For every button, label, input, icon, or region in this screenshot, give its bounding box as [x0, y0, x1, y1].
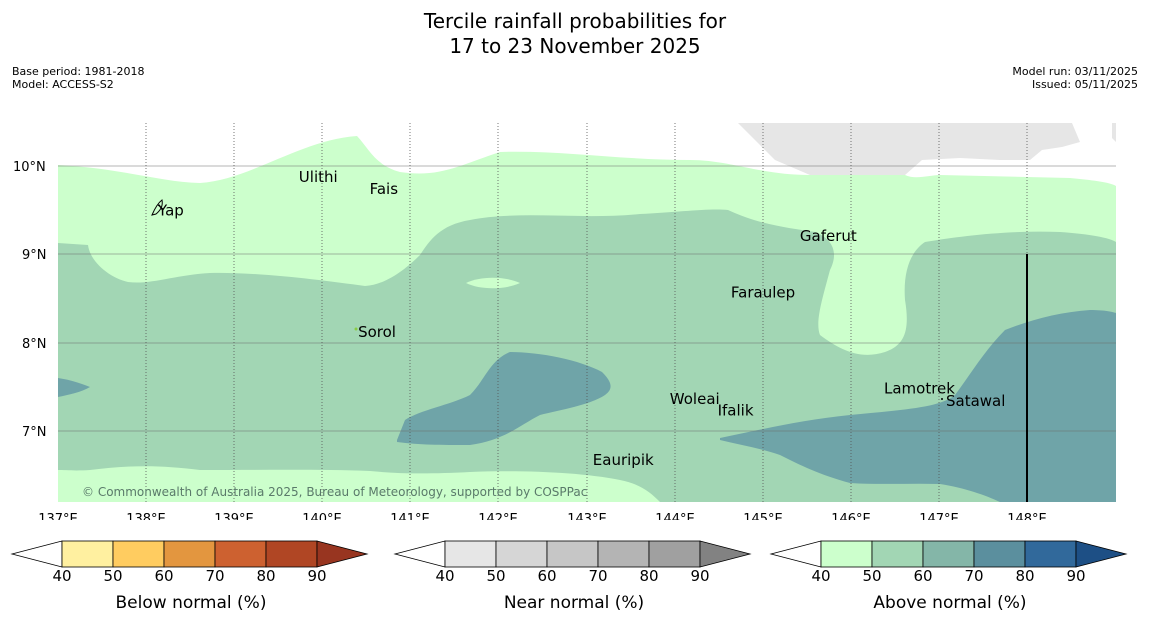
- place-label-satawal: Satawal: [946, 392, 1005, 410]
- base-period: Base period: 1981-2018: [12, 65, 145, 78]
- ticks-below-normal: 40 50 60 70 80 90: [10, 567, 372, 587]
- near-extend-high: [699, 540, 752, 568]
- lat-label-8: 8°N: [22, 337, 47, 352]
- below-swatch-70: [214, 540, 267, 568]
- above-swatch-80: [1024, 540, 1077, 568]
- near-swatch-50: [495, 540, 548, 568]
- below-extend-high: [316, 540, 369, 568]
- map-canvas: Ulithi Fais Yap Gaferut Faraulep Sorol Lamotre…: [13, 123, 1116, 520]
- above-normal-40-patch: [466, 277, 520, 289]
- meta-right: Model run: 03/11/2025 Issued: 05/11/2025: [1012, 65, 1138, 91]
- lon-label-141: 141°E: [390, 512, 430, 520]
- lon-label-142: 142°E: [478, 512, 518, 520]
- below-swatch-60: [163, 540, 216, 568]
- lon-label-145: 145°E: [743, 512, 783, 520]
- place-label-eauripik: Eauripik: [593, 451, 654, 469]
- colorbar-above-normal: [769, 540, 1128, 568]
- above-normal-60-region-west: [58, 378, 90, 397]
- lon-label-146: 146°E: [831, 512, 871, 520]
- above-swatch-60: [922, 540, 975, 568]
- below-swatch-40: [61, 540, 114, 568]
- title-line-2: 17 to 23 November 2025: [449, 34, 701, 58]
- copyright-notice: © Commonwealth of Australia 2025, Bureau…: [82, 485, 587, 499]
- colorbar-label-near: Near normal (%): [503, 593, 645, 613]
- ticks-above-normal: 40 50 60 70 80 90: [769, 567, 1131, 587]
- above-tick-40: 40: [811, 567, 831, 585]
- lon-label-148: 148°E: [1007, 512, 1047, 520]
- below-extend-low: [10, 540, 63, 568]
- colorbar-below-normal: [10, 540, 369, 568]
- below-tick-70: 70: [205, 567, 225, 585]
- lat-label-10: 10°N: [13, 160, 46, 175]
- lon-label-140: 140°E: [302, 512, 342, 520]
- near-swatch-40: [444, 540, 497, 568]
- above-tick-80: 80: [1015, 567, 1035, 585]
- above-tick-70: 70: [964, 567, 984, 585]
- issued-date: Issued: 05/11/2025: [1031, 78, 1138, 91]
- place-label-yap: Yap: [157, 201, 184, 219]
- near-tick-70: 70: [588, 567, 608, 585]
- near-tick-80: 80: [639, 567, 659, 585]
- place-label-sorol: Sorol: [358, 323, 396, 341]
- near-swatch-60: [546, 540, 599, 568]
- above-extend-high: [1075, 540, 1128, 568]
- colorbar-label-below: Below normal (%): [115, 593, 267, 613]
- lon-label-137: 137°E: [38, 512, 78, 520]
- lon-label-147: 147°E: [919, 512, 959, 520]
- meta-left: Base period: 1981-2018 Model: ACCESS-S2: [12, 65, 144, 91]
- place-label-woleai: Woleai: [670, 390, 720, 408]
- map-title: Tercile rainfall probabilities for 17 to…: [0, 9, 1150, 59]
- below-swatch-50: [112, 540, 165, 568]
- lon-label-143: 143°E: [567, 512, 607, 520]
- lat-label-7: 7°N: [22, 425, 47, 440]
- lat-label-9: 9°N: [22, 248, 47, 263]
- near-extend-low: [393, 540, 446, 568]
- ticks-near-normal: 40 50 60 70 80 90: [393, 567, 755, 587]
- near-tick-40: 40: [435, 567, 455, 585]
- colorbar-near-normal: [393, 540, 752, 568]
- lamotrek-dot-icon: [941, 398, 943, 400]
- above-swatch-70: [973, 540, 1026, 568]
- below-tick-50: 50: [103, 567, 123, 585]
- above-extend-low: [769, 540, 822, 568]
- above-swatch-50: [871, 540, 924, 568]
- above-swatch-40: [820, 540, 873, 568]
- below-tick-80: 80: [256, 567, 276, 585]
- below-tick-90: 90: [307, 567, 327, 585]
- model-run: Model run: 03/11/2025: [1012, 65, 1138, 78]
- place-label-ulithi: Ulithi: [299, 168, 338, 186]
- near-tick-50: 50: [486, 567, 506, 585]
- yap-island-icon: [151, 199, 164, 216]
- below-swatch-80: [265, 540, 318, 568]
- above-normal-50-patch-west: [45, 175, 59, 220]
- below-tick-60: 60: [154, 567, 174, 585]
- near-swatch-70: [597, 540, 650, 568]
- model-name: Model: ACCESS-S2: [12, 78, 114, 91]
- place-label-gaferut: Gaferut: [800, 227, 857, 245]
- place-labels: Ulithi Fais Yap Gaferut Faraulep Sorol Lamotre…: [157, 168, 1005, 469]
- above-normal-60-region-east: [720, 310, 1116, 502]
- title-line-1: Tercile rainfall probabilities for: [423, 9, 727, 33]
- above-tick-50: 50: [862, 567, 882, 585]
- above-tick-60: 60: [913, 567, 933, 585]
- place-label-fais: Fais: [370, 180, 399, 198]
- above-tick-90: 90: [1066, 567, 1086, 585]
- latitude-labels: 10°N 9°N 8°N 7°N: [13, 160, 47, 440]
- lon-label-144: 144°E: [655, 512, 695, 520]
- place-label-faraulep: Faraulep: [731, 283, 795, 301]
- longitude-labels: 137°E 138°E 139°E 140°E 141°E 142°E 143°…: [38, 512, 1047, 520]
- place-label-ifalik: Ifalik: [718, 402, 754, 420]
- near-tick-60: 60: [537, 567, 557, 585]
- sorol-island-icon: [354, 327, 358, 331]
- lon-label-139: 139°E: [214, 512, 254, 520]
- above-normal-60-region-central: [397, 352, 611, 445]
- near-normal-40-region: [738, 123, 1080, 175]
- place-label-lamotrek: Lamotrek: [884, 379, 955, 397]
- lon-label-138: 138°E: [126, 512, 166, 520]
- near-swatch-80: [648, 540, 701, 568]
- near-tick-90: 90: [690, 567, 710, 585]
- colorbar-label-above: Above normal (%): [873, 593, 1027, 613]
- below-tick-40: 40: [52, 567, 72, 585]
- near-normal-40-region-east: [1112, 123, 1116, 142]
